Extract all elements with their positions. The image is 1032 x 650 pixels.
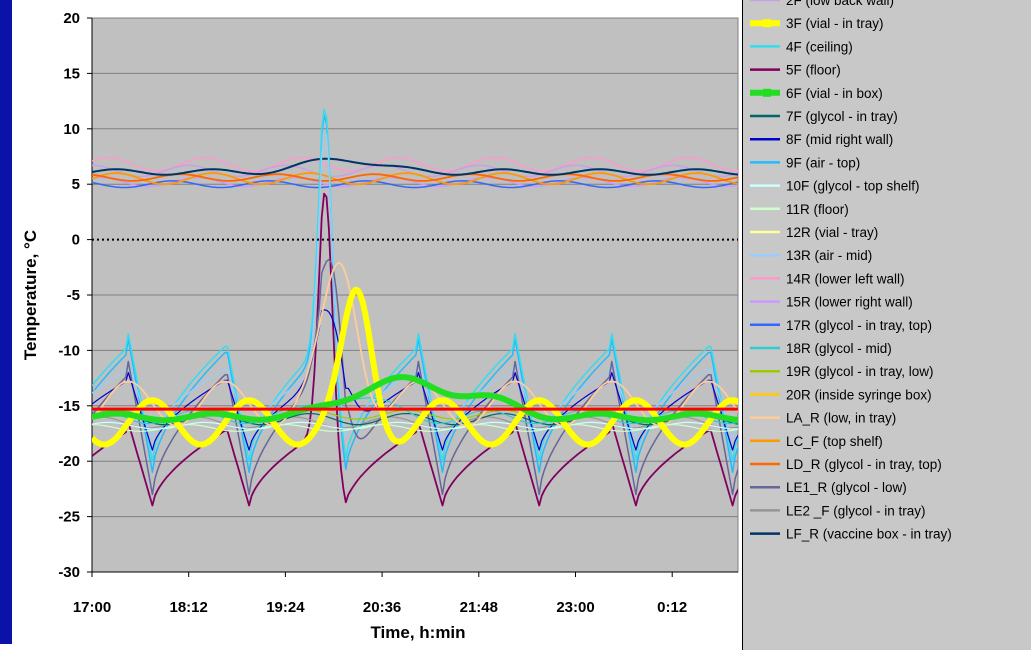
legend-label: LD_R (glycol - in tray, top) bbox=[786, 457, 942, 472]
y-tick-label: -30 bbox=[58, 564, 80, 581]
y-tick-label: 0 bbox=[72, 232, 80, 249]
legend-label: LA_R (low, in tray) bbox=[786, 411, 896, 426]
series-line bbox=[92, 309, 738, 451]
legend-label: 18R (glycol - mid) bbox=[786, 341, 892, 356]
legend-label: 20R (inside syringe box) bbox=[786, 387, 932, 402]
legend-label: 14R (lower left wall) bbox=[786, 271, 905, 286]
y-tick-label: -10 bbox=[58, 342, 80, 359]
series-line bbox=[92, 157, 738, 176]
x-tick-label: 17:00 bbox=[73, 599, 111, 616]
y-axis-title: Temperature, °C bbox=[21, 230, 40, 360]
y-axis-ticks: 20 15 10 5 0 -5 -10 -15 -20 -25 -30 bbox=[58, 10, 93, 581]
y-tick-label: -15 bbox=[58, 398, 80, 415]
y-tick-label: 15 bbox=[63, 65, 80, 82]
window-edge bbox=[0, 0, 12, 644]
legend-label: 9F (air - top) bbox=[786, 155, 860, 170]
x-tick-label: 18:12 bbox=[170, 599, 208, 616]
legend-marker bbox=[763, 19, 771, 28]
x-tick-label: 23:00 bbox=[556, 599, 594, 616]
legend-marker bbox=[763, 88, 771, 97]
x-tick-label: 20:36 bbox=[363, 599, 401, 616]
legend-label: 3F (vial - in tray) bbox=[786, 16, 884, 31]
x-tick-label: 21:48 bbox=[460, 599, 498, 616]
legend-label: 10F (glycol - top shelf) bbox=[786, 179, 920, 194]
legend-label: 17R (glycol - in tray, top) bbox=[786, 318, 932, 333]
legend-label: 12R (vial - tray) bbox=[786, 225, 878, 240]
y-tick-label: 5 bbox=[72, 176, 80, 193]
legend-label: 7F (glycol - in tray) bbox=[786, 109, 898, 124]
y-tick-label: -20 bbox=[58, 453, 80, 470]
y-tick-label: -5 bbox=[67, 287, 80, 304]
y-tick-label: -25 bbox=[58, 509, 80, 526]
legend-label: 19R (glycol - in tray, low) bbox=[786, 364, 934, 379]
series-line bbox=[92, 424, 738, 432]
legend-label: LE1_R (glycol - low) bbox=[786, 480, 907, 495]
series-line bbox=[92, 192, 738, 507]
series-line bbox=[92, 108, 738, 462]
legend-label: LC_F (top shelf) bbox=[786, 434, 883, 449]
legend-label: 13R (air - mid) bbox=[786, 248, 872, 263]
legend-label: LF_R (vaccine box - in tray) bbox=[786, 527, 952, 542]
legend-label: LE2 _F (glycol - in tray) bbox=[786, 503, 926, 518]
y-tick-label: 10 bbox=[63, 121, 80, 138]
series-line bbox=[92, 397, 738, 425]
legend-items: 2F (low back wall) 3F (vial - in tray) 4F … bbox=[750, 0, 952, 542]
series-line bbox=[92, 156, 738, 172]
x-tick-label: 0:12 bbox=[657, 599, 687, 616]
series-line bbox=[92, 173, 738, 182]
legend-label: 4F (ceiling) bbox=[786, 39, 853, 54]
legend-label: 8F (mid right wall) bbox=[786, 132, 893, 147]
legend-label: 11R (floor) bbox=[786, 202, 849, 217]
series-lines bbox=[92, 108, 738, 507]
series-line bbox=[92, 172, 738, 186]
series-line bbox=[92, 374, 738, 424]
x-axis-title: Time, h:min bbox=[370, 623, 465, 642]
series-line bbox=[92, 286, 738, 448]
x-axis-ticks: 17:00 18:12 19:24 20:36 21:48 23:00 0:12 bbox=[73, 571, 738, 616]
x-tick-label: 19:24 bbox=[266, 599, 305, 616]
legend-label: 6F (vial - in box) bbox=[786, 86, 883, 101]
legend bbox=[742, 0, 1031, 650]
reference-lines bbox=[92, 238, 738, 411]
legend-label: 5F (floor) bbox=[786, 63, 841, 78]
y-tick-label: 20 bbox=[63, 10, 80, 27]
legend-label: 2F (low back wall) bbox=[786, 0, 894, 8]
legend-label: 15R (lower right wall) bbox=[786, 295, 913, 310]
